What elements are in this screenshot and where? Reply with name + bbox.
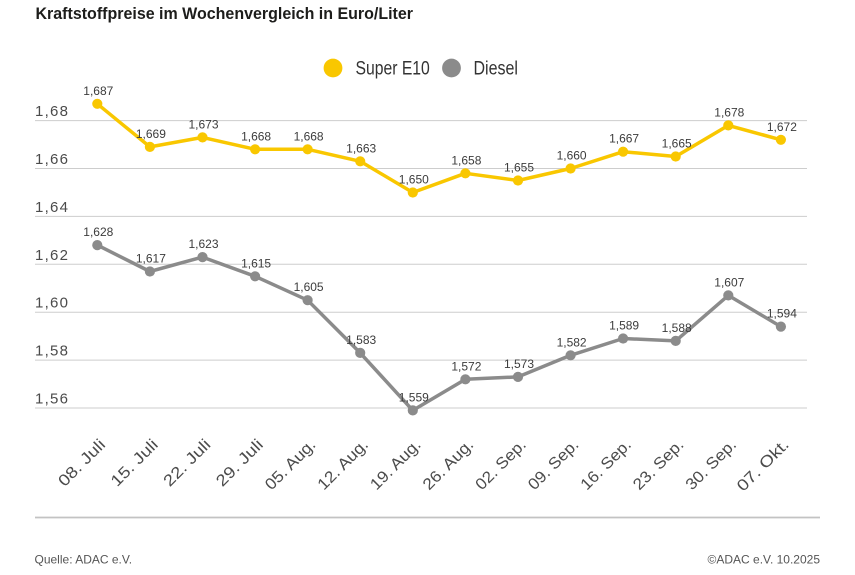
svg-text:1,615: 1,615 (241, 256, 271, 270)
svg-text:1,658: 1,658 (451, 153, 481, 167)
svg-text:1,678: 1,678 (714, 105, 744, 119)
svg-text:1,660: 1,660 (557, 149, 587, 163)
svg-text:1,668: 1,668 (241, 129, 271, 143)
svg-text:1,68: 1,68 (35, 103, 68, 120)
svg-text:1,665: 1,665 (662, 137, 692, 151)
svg-text:1,687: 1,687 (83, 84, 113, 98)
svg-text:1,60: 1,60 (35, 295, 68, 312)
svg-text:Quelle: ADAC e.V.: Quelle: ADAC e.V. (35, 553, 133, 567)
svg-text:1,672: 1,672 (767, 120, 797, 134)
svg-text:©ADAC e.V. 10.2025: ©ADAC e.V. 10.2025 (708, 553, 821, 567)
svg-text:1,655: 1,655 (504, 161, 534, 175)
svg-text:1,607: 1,607 (714, 275, 744, 289)
svg-text:1,673: 1,673 (188, 117, 218, 131)
svg-text:1,56: 1,56 (35, 391, 68, 408)
svg-text:1,66: 1,66 (35, 151, 68, 168)
svg-text:1,64: 1,64 (35, 199, 68, 216)
svg-text:1,588: 1,588 (662, 321, 692, 335)
svg-text:1,605: 1,605 (294, 280, 324, 294)
svg-text:1,559: 1,559 (399, 390, 429, 404)
svg-text:1,668: 1,668 (294, 129, 324, 143)
svg-text:1,589: 1,589 (609, 319, 639, 333)
svg-text:1,573: 1,573 (504, 357, 534, 371)
svg-text:1,617: 1,617 (136, 252, 166, 266)
svg-text:1,663: 1,663 (346, 141, 376, 155)
svg-text:1,58: 1,58 (35, 343, 68, 360)
svg-text:1,583: 1,583 (346, 333, 376, 347)
svg-text:1,628: 1,628 (83, 225, 113, 239)
svg-text:Super E10: Super E10 (356, 59, 430, 80)
svg-text:1,62: 1,62 (35, 247, 68, 264)
svg-text:Kraftstoffpreise im Wochenverg: Kraftstoffpreise im Wochenvergleich in E… (36, 5, 414, 23)
svg-text:1,667: 1,667 (609, 132, 639, 146)
svg-text:1,669: 1,669 (136, 127, 166, 141)
svg-text:Diesel: Diesel (474, 59, 519, 80)
svg-text:1,572: 1,572 (451, 359, 481, 373)
svg-text:1,650: 1,650 (399, 173, 429, 187)
svg-text:1,594: 1,594 (767, 307, 797, 321)
svg-text:1,623: 1,623 (188, 237, 218, 251)
svg-text:1,582: 1,582 (557, 335, 587, 349)
